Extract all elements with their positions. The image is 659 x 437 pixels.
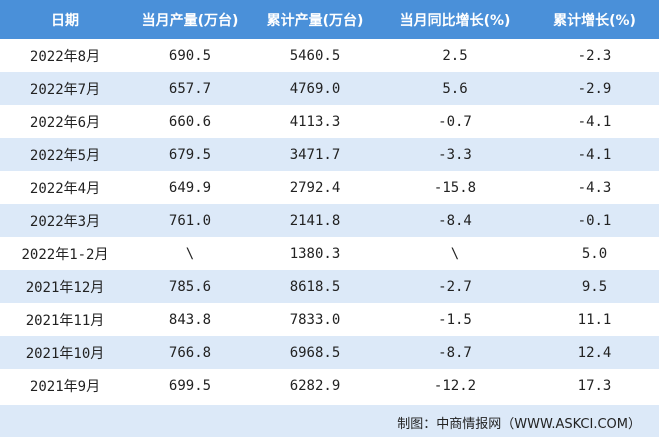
table-row: 2021年10月 766.8 6968.5 -8.7 12.4 (0, 336, 659, 369)
table-cell: -1.5 (438, 311, 472, 328)
footer: 制图：中商情报网（WWW.ASKCI.COM） (0, 405, 659, 437)
table-cell: 2022年8月 (29, 48, 101, 65)
table-cell: -4.1 (577, 113, 612, 130)
table-body: 2022年8月 690.5 5460.5 2.5 -2.3 2022年7月 657.7 476… (0, 39, 659, 402)
header-cell: 当月同比增长(%) (380, 0, 530, 39)
table-cell: 2021年9月 (29, 378, 101, 395)
data-table: 日期 当月产量(万台) 累计产量(万台) 当月同比增长(%) 累计增长(%) 2022年… (0, 0, 659, 402)
table-cell: -3.3 (380, 138, 530, 171)
table-cell: 6282.9 (289, 377, 341, 394)
table-cell: -4.3 (577, 179, 612, 196)
table-cell: 2022年6月 (29, 114, 101, 131)
header-row: 日期 当月产量(万台) 累计产量(万台) 当月同比增长(%) 累计增长(%) (0, 0, 659, 39)
table-cell: -2.3 (577, 47, 612, 64)
table-cell: 2022年5月 (0, 138, 130, 171)
table-cell: \ (450, 245, 460, 262)
header-cell: 日期 (0, 0, 130, 39)
table-cell: 2022年7月 (0, 72, 130, 105)
table-cell: 2792.4 (289, 179, 341, 196)
source-note: 制图：中商情报网（WWW.ASKCI.COM） (397, 417, 641, 432)
table-cell: -12.2 (433, 377, 477, 394)
table-cell: 5.6 (380, 72, 530, 105)
table-cell: 5460.5 (289, 47, 341, 64)
table-cell: -8.4 (380, 204, 530, 237)
table-row: 2021年9月 699.5 6282.9 -12.2 17.3 (0, 369, 659, 402)
table-cell: 785.6 (130, 270, 250, 303)
table-row: 2021年11月 843.8 7833.0 -1.5 11.1 (0, 303, 659, 336)
table-cell: 2021年11月 (25, 312, 105, 329)
table-row: 2022年8月 690.5 5460.5 2.5 -2.3 (0, 39, 659, 72)
table-cell: \ (185, 245, 195, 262)
table-cell: 660.6 (168, 113, 212, 130)
table-row: 2022年6月 660.6 4113.3 -0.7 -4.1 (0, 105, 659, 138)
table-cell: 17.3 (577, 377, 612, 394)
table-cell: 649.9 (168, 179, 212, 196)
table-cell: -8.7 (380, 336, 530, 369)
table-cell: 2021年12月 (0, 270, 130, 303)
table-row: 2022年3月 761.0 2141.8 -8.4 -0.1 (0, 204, 659, 237)
table-cell: 2022年1-2月 (21, 246, 109, 263)
header-cell: 累计增长(%) (530, 0, 659, 39)
table-cell: 5.0 (581, 245, 608, 262)
table-row: 2022年7月 657.7 4769.0 5.6 -2.9 (0, 72, 659, 105)
table-row: 2021年12月 785.6 8618.5 -2.7 9.5 (0, 270, 659, 303)
table-cell: -0.1 (530, 204, 659, 237)
table-cell: 12.4 (530, 336, 659, 369)
table-cell: -15.8 (433, 179, 477, 196)
table-cell: 699.5 (168, 377, 212, 394)
header-cell: 累计产量(万台) (250, 0, 380, 39)
table-cell: 690.5 (168, 47, 212, 64)
table-row: 2022年4月 649.9 2792.4 -15.8 -4.3 (0, 171, 659, 204)
table-cell: -4.1 (530, 138, 659, 171)
table-cell: 761.0 (130, 204, 250, 237)
table-cell: 2022年3月 (0, 204, 130, 237)
table-cell: 1380.3 (289, 245, 341, 262)
table-cell: 3471.7 (250, 138, 380, 171)
table-cell: 2.5 (442, 47, 468, 64)
table-cell: -2.7 (380, 270, 530, 303)
table-cell: 843.8 (168, 311, 212, 328)
table-cell: 11.1 (577, 311, 612, 328)
table-cell: -0.7 (438, 113, 472, 130)
table-cell: 2022年4月 (29, 180, 101, 197)
table-row: 2022年5月 679.5 3471.7 -3.3 -4.1 (0, 138, 659, 171)
table-cell: 4113.3 (289, 113, 341, 130)
table-cell: 2021年10月 (0, 336, 130, 369)
header-cell: 当月产量(万台) (130, 0, 250, 39)
table-cell: 679.5 (130, 138, 250, 171)
table-cell: 9.5 (530, 270, 659, 303)
table-cell: -2.9 (530, 72, 659, 105)
table-row: 2022年1-2月 \ 1380.3 \ 5.0 (0, 237, 659, 270)
table-cell: 766.8 (130, 336, 250, 369)
table-cell: 8618.5 (250, 270, 380, 303)
table-cell: 2141.8 (250, 204, 380, 237)
table-cell: 657.7 (130, 72, 250, 105)
table-cell: 7833.0 (289, 311, 341, 328)
table-cell: 4769.0 (250, 72, 380, 105)
table-cell: 6968.5 (250, 336, 380, 369)
